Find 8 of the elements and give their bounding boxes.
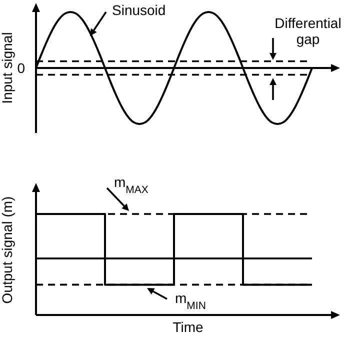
y-axis-title: Input signal — [0, 32, 15, 104]
text: 0 — [17, 60, 26, 76]
y-axis-title: Output signal (m) — [0, 196, 15, 304]
annotation: m$_{MIN}$ — [175, 290, 206, 312]
annotation: Sinusoid — [112, 2, 166, 18]
annotation: Differential gap — [274, 15, 342, 47]
text: m$_{MAX}$ — [114, 174, 148, 196]
x-axis-title: Time — [172, 319, 204, 335]
